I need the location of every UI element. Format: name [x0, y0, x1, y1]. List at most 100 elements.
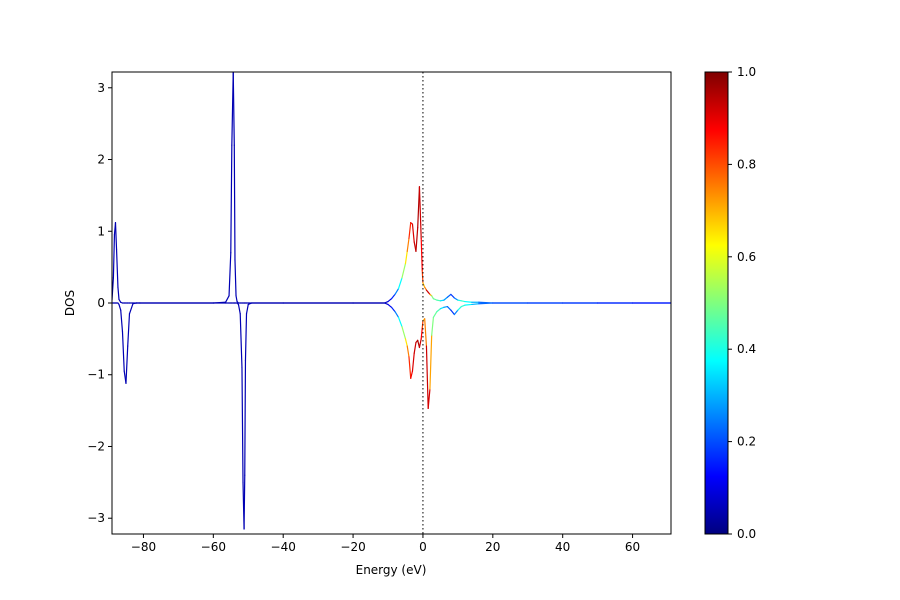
x-tick-label: 40 — [555, 540, 570, 554]
dos-up-segment — [390, 293, 396, 300]
dos-down-segment — [418, 338, 422, 349]
dos-up-segment — [420, 237, 423, 272]
dos-up-segment — [224, 295, 230, 303]
dos-up-segment — [411, 223, 415, 243]
dos-down-segment — [394, 311, 400, 318]
dos-down-segment — [406, 345, 410, 358]
y-tick-label: 1 — [97, 224, 105, 238]
dos-up-segment — [406, 237, 410, 252]
dos-down-segment — [125, 345, 129, 384]
dos-up-segment — [453, 297, 459, 301]
dos-down-segment — [243, 474, 246, 530]
dos-up-segment — [117, 286, 120, 301]
dos-down-segment — [120, 309, 124, 333]
dos-down-segment — [450, 309, 455, 316]
dos-up-segment — [394, 288, 400, 295]
x-tick-label: 60 — [625, 540, 640, 554]
x-tick-label: −80 — [131, 540, 156, 554]
dos-up-segment — [233, 144, 236, 261]
dos-down-segment — [424, 318, 428, 347]
y-tick-label: 2 — [97, 153, 105, 167]
dos-down-segment — [241, 366, 244, 483]
dos-down-segment — [420, 327, 423, 340]
dos-down-segment — [431, 316, 435, 336]
dos-down-segment — [413, 341, 417, 354]
dos-down-segment — [411, 352, 415, 372]
dos-up-segment — [415, 227, 419, 252]
dos-up-segment — [387, 298, 393, 303]
dos-down-segment — [404, 338, 408, 347]
dos-down-segment — [429, 334, 433, 390]
dos-up-segment — [450, 293, 455, 299]
colorbar-tick-label: 0.6 — [737, 250, 756, 264]
dos-up-segment — [235, 295, 238, 303]
y-tick-label: 0 — [97, 296, 105, 310]
y-tick-label: −1 — [87, 368, 105, 382]
dos-down-segment — [425, 345, 429, 410]
dos-curves — [112, 72, 671, 530]
y-axis-ticks: −3 −2 −1 0 1 2 3 — [87, 81, 112, 525]
dos-down-segment — [446, 305, 452, 311]
y-tick-label: −2 — [87, 439, 105, 453]
dos-down-segment — [387, 303, 393, 308]
dos-down-segment — [121, 331, 125, 372]
dos-down-segment — [478, 302, 494, 305]
dos-up-segment — [230, 144, 233, 254]
dos-down-segment — [237, 303, 241, 315]
dos-down-segment — [457, 305, 462, 311]
dos-up-segment — [114, 222, 118, 250]
dos-down-segment — [244, 359, 247, 476]
dos-down-segment — [127, 313, 131, 347]
dos-up-segment — [443, 296, 448, 301]
dos-down-segment — [436, 308, 442, 313]
colorbar — [704, 71, 729, 535]
dos-up-segment — [112, 234, 116, 279]
dos-down-segment — [464, 303, 473, 306]
dos-up-segment — [115, 248, 119, 288]
dos-down-segment — [244, 313, 248, 361]
dos-down-segment — [401, 326, 407, 340]
dos-up-segment — [422, 282, 426, 288]
dos-up-segment — [464, 300, 473, 303]
dos-up-segment — [401, 262, 407, 279]
dos-down-segment — [247, 302, 253, 306]
dos-down-segment — [383, 302, 389, 306]
dos-up-segment — [408, 222, 412, 240]
dos-up-segment — [404, 250, 408, 265]
colorbar-tick-label: 0.0 — [737, 527, 756, 541]
dos-down-segment — [118, 303, 122, 311]
dos-down-segment — [439, 306, 445, 310]
colorbar-tick-label: 0.8 — [737, 157, 756, 171]
x-tick-label: 20 — [485, 540, 500, 554]
x-tick-label: −60 — [201, 540, 226, 554]
dos-down-segment — [410, 370, 414, 379]
dos-down-segment — [239, 313, 243, 369]
colorbar-ticks: 0.0 0.2 0.4 0.6 0.8 1.0 — [728, 65, 756, 541]
x-axis-ticks: −80 −60 −40 −20 0 20 40 60 — [131, 534, 640, 554]
dos-down-segment — [397, 316, 403, 328]
x-tick-label: −40 — [271, 540, 296, 554]
dos-down-segment — [460, 304, 466, 308]
dos-up-segment — [418, 186, 422, 240]
dos-up-segment — [432, 298, 438, 301]
colorbar-tick-label: 0.4 — [737, 342, 756, 356]
dos-down-segment — [128, 303, 134, 315]
dos-up-segment — [232, 72, 235, 146]
dos-down-segment — [427, 388, 431, 410]
colorbar-tick-label: 0.2 — [737, 435, 756, 449]
x-tick-label: 0 — [419, 540, 427, 554]
y-tick-label: 3 — [97, 81, 105, 95]
x-tick-label: −20 — [340, 540, 365, 554]
dos-down-segment — [245, 303, 249, 315]
dos-up-segment — [397, 277, 403, 290]
dos-down-segment — [453, 309, 459, 316]
dos-up-segment — [234, 259, 237, 297]
x-axis-label: Energy (eV) — [356, 563, 427, 577]
y-axis-label: DOS — [63, 290, 77, 316]
y-tick-label: −3 — [87, 511, 105, 525]
dos-up-segment — [446, 293, 452, 298]
dos-down-segment — [408, 356, 412, 379]
colorbar-tick-label: 1.0 — [737, 65, 756, 79]
dos-down-segment — [390, 306, 396, 313]
